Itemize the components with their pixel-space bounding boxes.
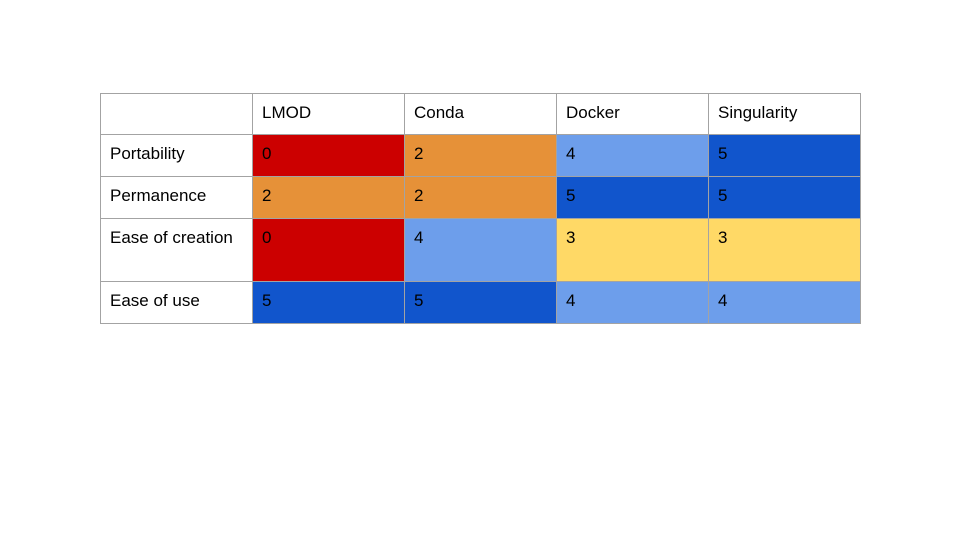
- score-cell: 4: [708, 281, 861, 324]
- score-cell: 5: [708, 134, 861, 177]
- column-header: Docker: [556, 93, 709, 135]
- score-cell: 3: [708, 218, 861, 282]
- score-cell: 5: [252, 281, 405, 324]
- score-cell: 0: [252, 134, 405, 177]
- comparison-table: LMOD Conda Docker Singularity Portability 0 2…: [100, 93, 861, 324]
- score-cell: 2: [404, 176, 557, 219]
- row-label: Permanence: [100, 176, 253, 219]
- score-cell: 0: [252, 218, 405, 282]
- score-cell: 3: [556, 218, 709, 282]
- table-body: Portability 0 2 4 5 Permanence 2 2 5 5 Ease of cre…: [100, 134, 861, 324]
- score-cell: 4: [556, 134, 709, 177]
- column-header: Conda: [404, 93, 557, 135]
- score-cell: 5: [556, 176, 709, 219]
- score-cell: 4: [404, 218, 557, 282]
- row-label: Ease of use: [100, 281, 253, 324]
- corner-header-cell: [100, 93, 253, 135]
- column-header: Singularity: [708, 93, 861, 135]
- score-cell: 4: [556, 281, 709, 324]
- header-row: LMOD Conda Docker Singularity: [100, 93, 861, 135]
- table-row: Permanence 2 2 5 5: [100, 176, 861, 219]
- score-cell: 5: [404, 281, 557, 324]
- table-row: Ease of creation 0 4 3 3: [100, 218, 861, 282]
- table-row: Ease of use 5 5 4 4: [100, 281, 861, 324]
- row-label: Portability: [100, 134, 253, 177]
- column-header: LMOD: [252, 93, 405, 135]
- table-header: LMOD Conda Docker Singularity: [100, 93, 861, 135]
- score-cell: 2: [252, 176, 405, 219]
- table-row: Portability 0 2 4 5: [100, 134, 861, 177]
- score-cell: 5: [708, 176, 861, 219]
- row-label: Ease of creation: [100, 218, 253, 282]
- score-cell: 2: [404, 134, 557, 177]
